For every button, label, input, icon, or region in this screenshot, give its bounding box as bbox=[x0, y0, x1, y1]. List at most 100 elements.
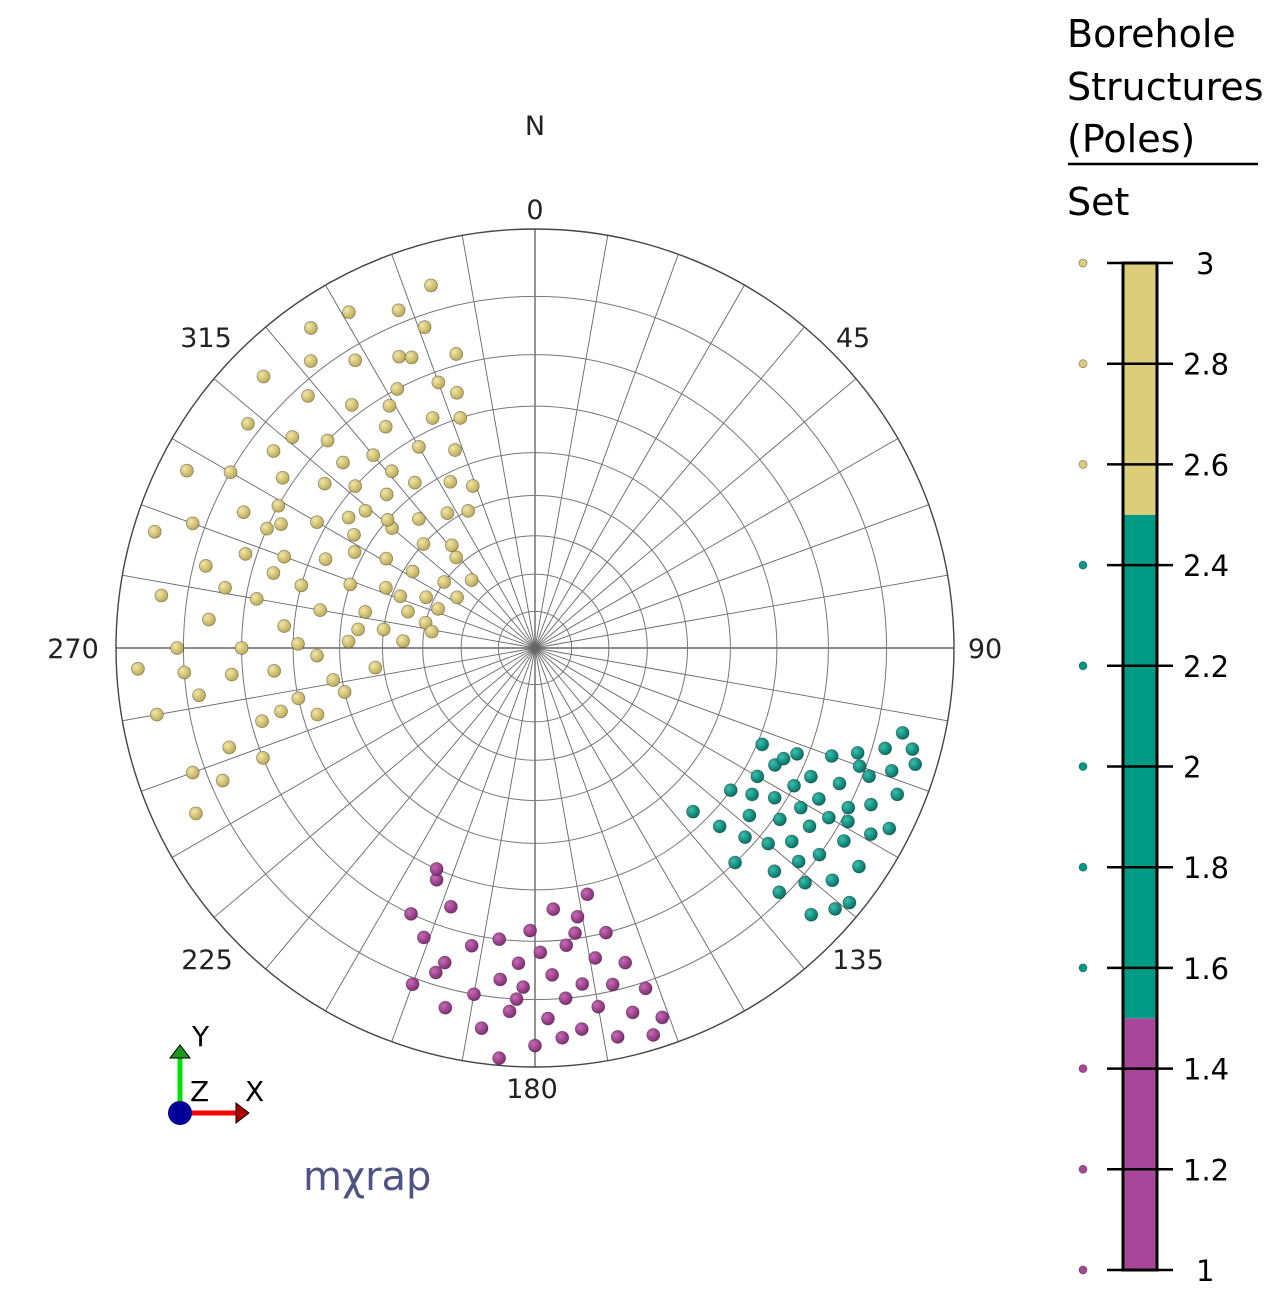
pole-point-set-3 bbox=[380, 512, 395, 527]
pole-point-set-2 bbox=[850, 745, 865, 760]
pole-point-set-1 bbox=[492, 1051, 507, 1066]
pole-point-set-3 bbox=[218, 580, 232, 595]
pole-point-set-2 bbox=[784, 834, 799, 849]
radial-gridline bbox=[325, 647, 536, 1012]
pole-point-set-3 bbox=[198, 559, 213, 573]
pole-point-set-1 bbox=[625, 1005, 640, 1020]
pole-point-set-3 bbox=[347, 545, 362, 559]
pole-point-set-2 bbox=[772, 885, 787, 900]
pole-point-set-2 bbox=[812, 847, 827, 862]
pole-point-set-1 bbox=[511, 956, 526, 971]
pole-point-set-3 bbox=[336, 455, 350, 470]
pole-point-set-3 bbox=[449, 347, 464, 361]
colorbar-tick-label: 2.2 bbox=[1183, 650, 1229, 684]
pole-point-set-3 bbox=[303, 354, 318, 368]
colorbar-tick-label: 2 bbox=[1183, 751, 1201, 785]
pole-point-set-3 bbox=[392, 349, 407, 364]
azimuth-label-225: 225 bbox=[181, 945, 233, 976]
pole-point-set-1 bbox=[437, 955, 452, 970]
legend-dot bbox=[1078, 459, 1088, 469]
pole-point-set-3 bbox=[401, 604, 415, 619]
pole-point-set-1 bbox=[618, 955, 633, 970]
pole-point-set-3 bbox=[411, 439, 426, 454]
pole-point-set-3 bbox=[358, 503, 373, 518]
radial-gridline bbox=[534, 647, 805, 970]
pole-point-set-1 bbox=[546, 902, 561, 917]
pole-point-set-3 bbox=[396, 634, 410, 648]
radial-gridline bbox=[534, 438, 899, 649]
colorbar-tick-label: 1.2 bbox=[1183, 1153, 1229, 1187]
pole-point-set-3 bbox=[419, 590, 434, 605]
legend-title-line-2: Structures bbox=[1067, 65, 1264, 109]
pole-point-set-1 bbox=[558, 991, 573, 1006]
pole-point-set-2 bbox=[790, 746, 804, 761]
pole-point-set-3 bbox=[267, 663, 282, 678]
pole-point-set-1 bbox=[610, 1030, 625, 1044]
pole-point-set-3 bbox=[274, 517, 288, 532]
radial-gridline bbox=[534, 647, 948, 722]
pole-point-set-1 bbox=[516, 980, 531, 994]
pole-point-set-2 bbox=[821, 810, 836, 825]
y-axis-label: Y bbox=[191, 1020, 210, 1053]
pole-point-set-3 bbox=[379, 487, 394, 502]
mxrap-logo: mχrap bbox=[303, 1154, 431, 1200]
pole-point-set-1 bbox=[646, 1028, 661, 1042]
legend-title-line-1: Borehole bbox=[1067, 12, 1236, 56]
pole-point-set-1 bbox=[464, 938, 479, 953]
north-label: N bbox=[525, 111, 545, 142]
pole-point-set-1 bbox=[467, 987, 481, 1002]
pole-point-set-3 bbox=[185, 765, 200, 780]
pole-point-set-3 bbox=[341, 305, 356, 320]
pole-point-set-2 bbox=[836, 834, 851, 848]
legend-subtitle: Set bbox=[1067, 180, 1129, 224]
pole-point-set-3 bbox=[303, 321, 318, 335]
z-axis-dot-icon bbox=[168, 1101, 192, 1125]
pole-point-set-3 bbox=[450, 590, 464, 605]
pole-point-set-2 bbox=[824, 749, 839, 763]
colorbar-tick-label: 1.8 bbox=[1183, 851, 1229, 885]
radial-gridline bbox=[141, 647, 536, 792]
azimuth-label-180: 180 bbox=[506, 1074, 558, 1105]
pole-point-set-1 bbox=[523, 923, 537, 938]
radial-gridline bbox=[325, 284, 536, 649]
pole-point-set-3 bbox=[443, 474, 458, 489]
ring-gridline bbox=[339, 452, 731, 844]
pole-point-set-2 bbox=[825, 873, 840, 888]
pole-point-set-3 bbox=[368, 660, 383, 675]
pole-point-set-2 bbox=[878, 741, 893, 756]
pole-point-set-3 bbox=[179, 463, 194, 478]
pole-point-set-3 bbox=[238, 547, 253, 561]
pole-point-set-2 bbox=[905, 742, 920, 757]
legend-dot bbox=[1078, 359, 1088, 369]
ring-gridline bbox=[497, 610, 573, 686]
radial-gridline bbox=[534, 326, 805, 649]
pole-point-set-3 bbox=[234, 641, 249, 655]
pole-point-set-3 bbox=[317, 476, 332, 491]
pole-point-set-1 bbox=[570, 909, 585, 924]
pole-points bbox=[131, 278, 923, 1066]
pole-point-set-3 bbox=[366, 448, 381, 463]
legend-dot bbox=[1078, 762, 1088, 771]
pole-point-set-2 bbox=[863, 827, 878, 842]
y-arrow-icon bbox=[168, 1044, 192, 1059]
colorbar-tick-label: 2.4 bbox=[1183, 549, 1229, 583]
azimuth-label-90: 90 bbox=[968, 634, 1002, 665]
pole-point-set-3 bbox=[301, 388, 315, 403]
azimuth-label-45: 45 bbox=[836, 323, 870, 354]
pole-point-set-1 bbox=[528, 1038, 542, 1053]
pole-point-set-2 bbox=[712, 819, 727, 834]
colorbar-band bbox=[1123, 1018, 1157, 1270]
pole-point-set-1 bbox=[492, 932, 507, 947]
stereonet-grid bbox=[115, 228, 955, 1068]
pole-point-set-3 bbox=[294, 578, 309, 593]
pole-point-set-3 bbox=[348, 479, 363, 494]
pole-point-set-1 bbox=[599, 925, 613, 940]
ring-gridline bbox=[422, 535, 648, 761]
pole-point-set-3 bbox=[448, 443, 462, 457]
pole-point-set-3 bbox=[407, 475, 422, 490]
pole-point-set-3 bbox=[416, 537, 431, 551]
radial-gridline bbox=[461, 235, 536, 649]
pole-point-set-2 bbox=[841, 814, 855, 829]
radial-gridline bbox=[265, 647, 536, 970]
pole-point-set-2 bbox=[841, 800, 856, 815]
